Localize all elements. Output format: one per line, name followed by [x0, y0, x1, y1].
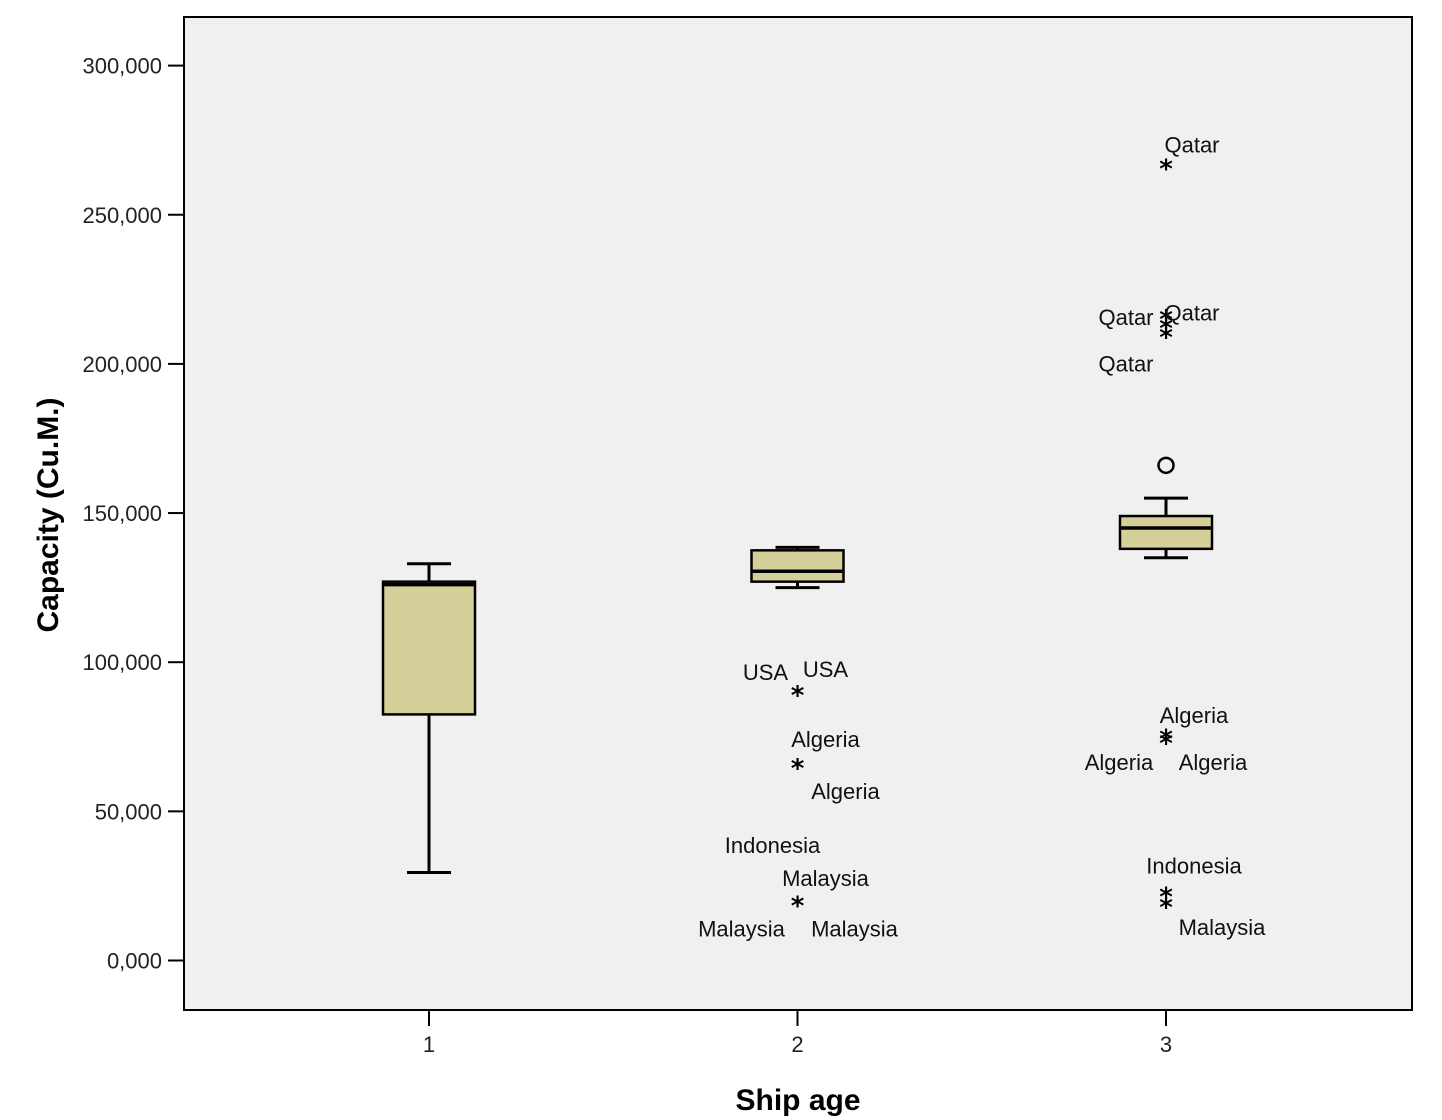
box-group-2 [750, 545, 845, 590]
outlier-circle [1157, 456, 1175, 475]
extreme-star: * [1159, 314, 1173, 344]
y-tick-label: 250,000 [82, 203, 162, 228]
y-tick-label: 0,000 [107, 949, 162, 974]
point-label: Algeria [791, 727, 860, 752]
box-group-1 [381, 562, 477, 875]
extreme-star: * [791, 891, 805, 921]
y-axis-title: Capacity (Cu.M.) [32, 397, 65, 632]
box-iqr [381, 580, 477, 716]
point-label: Qatar [1164, 133, 1219, 158]
y-tick-label: 50,000 [95, 799, 162, 824]
extreme-star: * [1159, 724, 1173, 754]
point-label: Qatar [1098, 305, 1153, 330]
extreme-star: * [1159, 893, 1173, 923]
extreme-star: * [791, 681, 805, 711]
extreme-star: * [1159, 305, 1173, 335]
extreme-star: * [791, 754, 805, 784]
point-label: USA [803, 657, 849, 682]
point-label: Malaysia [782, 866, 870, 891]
y-axis: 0,000 50,000 100,000 150,000 200,000 250,000 3… [82, 54, 184, 974]
box-group-3 [1118, 496, 1214, 560]
y-tick-label: 100,000 [82, 650, 162, 675]
point-label: Indonesia [1146, 854, 1242, 879]
y-tick-label: 200,000 [82, 352, 162, 377]
point-label: USA [743, 660, 789, 685]
extreme-star: * [1159, 323, 1173, 353]
box-iqr [1118, 514, 1214, 551]
point-label: Qatar [1164, 301, 1219, 326]
x-axis: 1 2 3 [423, 1010, 1172, 1057]
extreme-star: * [1159, 729, 1173, 759]
x-tick-label: 3 [1160, 1032, 1172, 1057]
extreme-star: * [1159, 882, 1173, 912]
point-label: Algeria [811, 779, 880, 804]
point-label: Algeria [1085, 750, 1154, 775]
point-label: Algeria [1179, 750, 1248, 775]
point-label: Malaysia [811, 916, 899, 941]
point-label: Malaysia [698, 916, 786, 941]
x-axis-title: Ship age [735, 1084, 860, 1117]
x-tick-label: 1 [423, 1032, 435, 1057]
extreme-star: * [1159, 155, 1173, 185]
x-tick-label: 2 [791, 1032, 803, 1057]
points-layer: ***********USA USAAlgeriaAlgeriaIndonesia… [698, 133, 1266, 942]
point-label: Indonesia [725, 833, 821, 858]
box-iqr [750, 549, 845, 583]
plot-area [183, 16, 1413, 1011]
point-label: Qatar [1098, 351, 1153, 376]
point-label: Algeria [1160, 703, 1229, 728]
point-label: Malaysia [1179, 915, 1267, 940]
y-tick-label: 300,000 [82, 54, 162, 79]
boxes-layer [381, 496, 1214, 875]
y-tick-label: 150,000 [82, 501, 162, 526]
